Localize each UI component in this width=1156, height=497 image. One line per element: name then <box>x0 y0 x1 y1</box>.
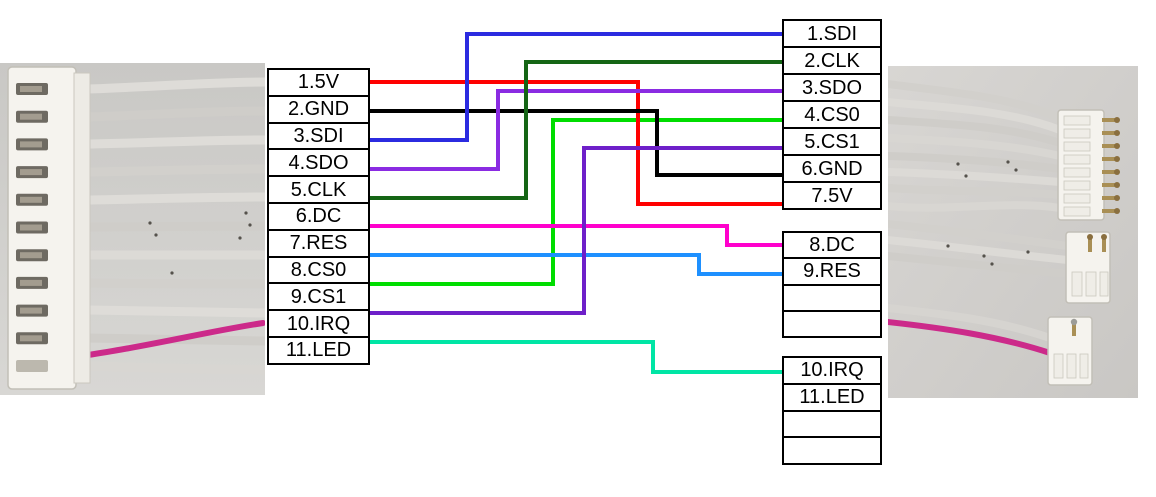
pin-cell: 3.SDO <box>782 73 882 102</box>
pin-cell: 4.SDO <box>267 148 370 178</box>
pin-cell: 7.5V <box>782 181 882 210</box>
pin-cell: 10.IRQ <box>267 309 370 338</box>
wire-6-dc-to-8-dc <box>368 224 784 247</box>
pin-cell: 1.5V <box>267 68 370 97</box>
wire-4-sdo-to-3-sdo <box>368 89 784 171</box>
pin-cell <box>782 283 882 312</box>
wire-3-sdi-to-1-sdi <box>368 32 784 142</box>
pin-cell: 2.GND <box>267 94 370 124</box>
right-pin-group-2: 8.DC 9.RES <box>782 231 882 339</box>
pin-cell: 2.CLK <box>782 46 882 75</box>
pin-cell: 5.CS1 <box>782 127 882 156</box>
left-connector-body <box>7 66 91 390</box>
pin-cell <box>782 309 882 339</box>
left-connector-photo-art <box>0 63 270 395</box>
right-connector-middle <box>1065 231 1111 304</box>
pin-cell: 8.CS0 <box>267 255 370 285</box>
wire-2-gnd-to-6-gnd <box>368 109 784 177</box>
right-connector-bottom <box>1047 316 1093 386</box>
pin-cell: 5.CLK <box>267 175 370 204</box>
wire-speckles <box>148 211 252 275</box>
pin-cell: 11.LED <box>782 382 882 412</box>
wire-10-irq-to-10-irq <box>368 340 784 374</box>
right-pin-group-1: 1.SDI 2.CLK 3.SDO 4.CS0 5.CS1 6.GND 7.5V <box>782 19 882 210</box>
pink-wire <box>85 320 266 358</box>
pin-cell: 6.DC <box>267 201 370 231</box>
pin-cell <box>782 436 882 466</box>
left-pin-table: 1.5V 2.GND 3.SDI 4.SDO 5.CLK 6.DC 7.RES 8.CS0 9.… <box>267 68 370 365</box>
ribbon-cable <box>83 77 270 375</box>
pin-cell: 4.CS0 <box>782 100 882 129</box>
right-connector-photo <box>884 66 1138 403</box>
wire-speckles <box>946 160 1030 266</box>
pin-cell: 6.GND <box>782 154 882 183</box>
pin-cell: 3.SDI <box>267 121 370 151</box>
pin-cell: 9.RES <box>782 257 882 286</box>
pin-cell <box>782 409 882 439</box>
wire-7-res-to-9-res <box>368 253 784 276</box>
pin-cell: 8.DC <box>782 231 882 260</box>
pin-cell: 7.RES <box>267 228 370 258</box>
pin-cell: 10.IRQ <box>782 356 882 385</box>
right-pin-group-3: 10.IRQ 11.LED <box>782 356 882 466</box>
wire-5-clk-to-2-clk <box>368 60 784 200</box>
wire-1-5v-to-7-5v <box>368 80 784 206</box>
pin-cell: 11.LED <box>267 335 370 365</box>
pin-cell: 1.SDI <box>782 19 882 48</box>
pink-wire <box>885 319 1053 356</box>
wire-8-cs0-to-4-cs0 <box>368 118 784 286</box>
pin-cell: 9.CS1 <box>267 282 370 312</box>
wire-9-cs1-to-5-cs1 <box>368 146 784 315</box>
right-wires <box>884 80 1072 356</box>
right-connector-top <box>1057 109 1120 221</box>
right-connector-photo-art <box>884 66 1138 398</box>
left-connector-photo <box>0 63 270 400</box>
